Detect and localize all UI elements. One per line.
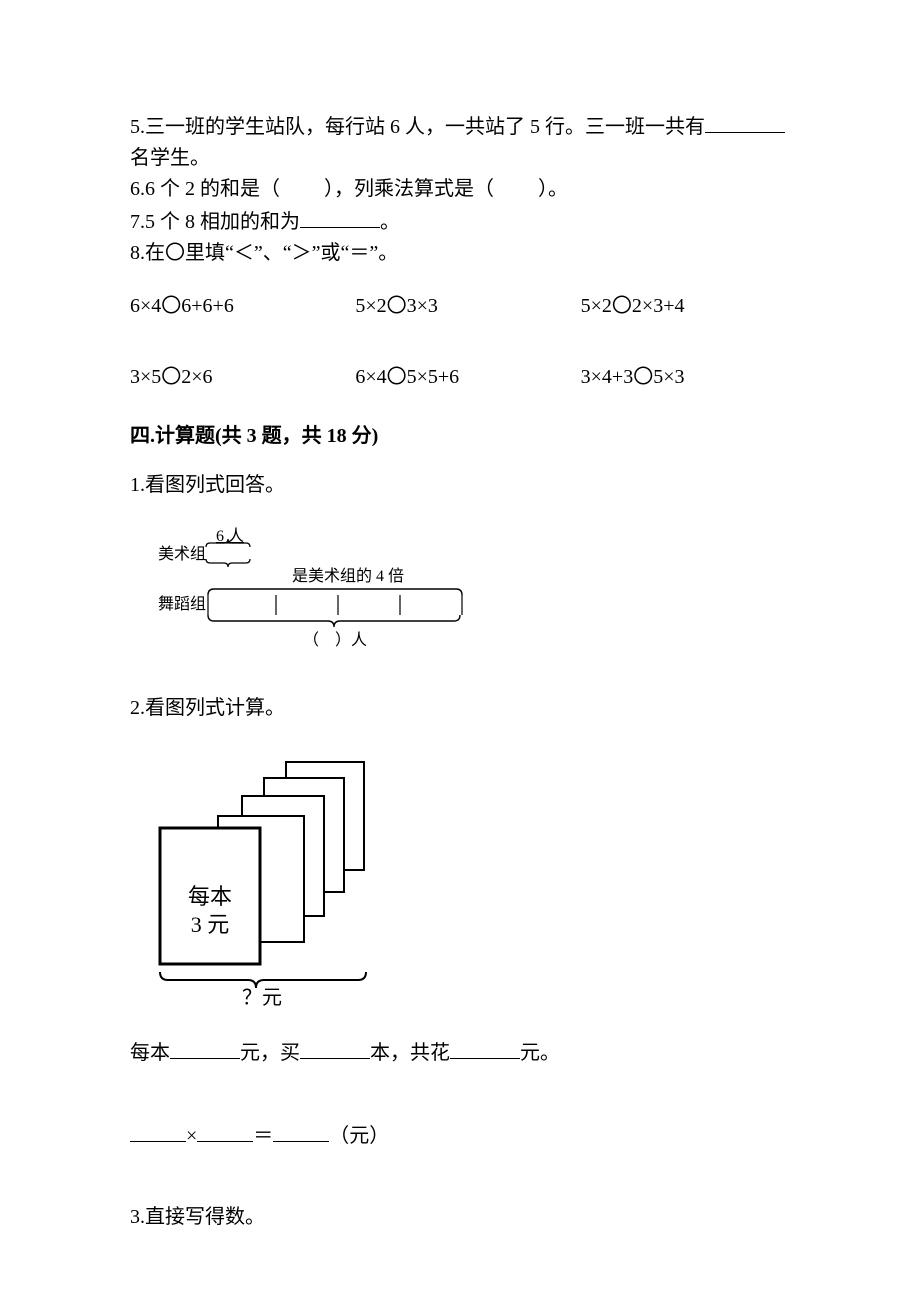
brace-icon — [208, 589, 462, 595]
calc-blank-3[interactable] — [273, 1119, 329, 1142]
brace-icon — [160, 972, 366, 988]
q8-r1c0: 3×5〇2×6 — [130, 362, 339, 393]
books-stack-diagram: 每本 3 元 ？元 — [130, 746, 410, 1006]
book-label-l2: 3 元 — [191, 912, 230, 937]
q8-intro: 8.在〇里填“＜”、“＞”或“＝”。 — [130, 238, 790, 269]
q5-post: 名学生。 — [130, 147, 210, 169]
fill-c: 本，共花 — [370, 1042, 450, 1064]
fill-blank-2[interactable] — [300, 1036, 370, 1059]
section4-title: 四.计算题(共 3 题，共 18 分) — [130, 421, 790, 452]
answer-text: （ ）人 — [303, 631, 367, 649]
q6-blank2[interactable] — [494, 178, 538, 200]
fill-b: 元，买 — [240, 1042, 300, 1064]
calc-blank-2[interactable] — [197, 1119, 253, 1142]
q7-blank[interactable] — [300, 205, 380, 228]
q7: 7.5 个 8 相加的和为 。 — [130, 205, 790, 238]
book-label-l1: 每本 — [188, 884, 232, 909]
q8-r0c0: 6×4〇6+6+6 — [130, 291, 339, 322]
q7-pre: 7.5 个 8 相加的和为 — [130, 211, 300, 233]
q4-1-prompt: 1.看图列式回答。 — [130, 470, 790, 501]
q8-grid: 6×4〇6+6+6 5×2〇3×3 5×2〇2×3+4 3×5〇2×6 6×4〇… — [130, 291, 790, 393]
fill-a: 每本 — [130, 1042, 170, 1064]
q6-c: ）。 — [538, 178, 568, 200]
calc-mul: × — [186, 1125, 197, 1147]
art-group-label: 美术组 — [158, 545, 206, 563]
q4-2-fill-line: 每本 元，买 本，共花 元。 — [130, 1036, 790, 1069]
bar-comparison-diagram: 美术组 6 人 是美术组的 4 倍 舞蹈组 — [130, 523, 480, 653]
q6-b: ），列乘法算式是（ — [324, 178, 494, 200]
q8-r0c1: 5×2〇3×3 — [355, 291, 564, 322]
q8-r1c2: 3×4+3〇5×3 — [581, 362, 790, 393]
q8-r0c2: 5×2〇2×3+4 — [581, 291, 790, 322]
fill-blank-3[interactable] — [450, 1036, 520, 1059]
q6-a: 6.6 个 2 的和是（ — [130, 178, 280, 200]
calc-eq: ＝ — [253, 1125, 273, 1147]
q5: 5.三一班的学生站队，每行站 6 人，一共站了 5 行。三一班一共有名学生。 — [130, 110, 790, 174]
brace-icon — [206, 559, 250, 567]
q6-blank1[interactable] — [280, 178, 324, 200]
q4-2-diagram: 每本 3 元 ？元 — [130, 746, 410, 1006]
q4-1-diagram: 美术组 6 人 是美术组的 4 倍 舞蹈组 — [130, 523, 480, 653]
q4-2-calc-line: × ＝ （元） — [130, 1119, 790, 1152]
brace-icon — [208, 615, 460, 627]
calc-unit: （元） — [329, 1125, 389, 1147]
worksheet-page: 5.三一班的学生站队，每行站 6 人，一共站了 5 行。三一班一共有名学生。 6… — [0, 0, 920, 1315]
q5-pre: 5.三一班的学生站队，每行站 6 人，一共站了 5 行。三一班一共有 — [130, 116, 705, 138]
q5-blank[interactable] — [705, 110, 785, 133]
q8-r1c1: 6×4〇5×5+6 — [355, 362, 564, 393]
q7-post: 。 — [380, 211, 400, 233]
dance-group-label: 舞蹈组 — [158, 595, 206, 613]
multiple-text: 是美术组的 4 倍 — [292, 567, 404, 585]
question-label: ？元 — [242, 987, 282, 1006]
q4-3-prompt: 3.直接写得数。 — [130, 1202, 790, 1233]
fill-blank-1[interactable] — [170, 1036, 240, 1059]
q6: 6.6 个 2 的和是（ ），列乘法算式是（ ）。 — [130, 174, 790, 205]
calc-blank-1[interactable] — [130, 1119, 186, 1142]
fill-d: 元。 — [520, 1042, 560, 1064]
q4-2-prompt: 2.看图列式计算。 — [130, 693, 790, 724]
